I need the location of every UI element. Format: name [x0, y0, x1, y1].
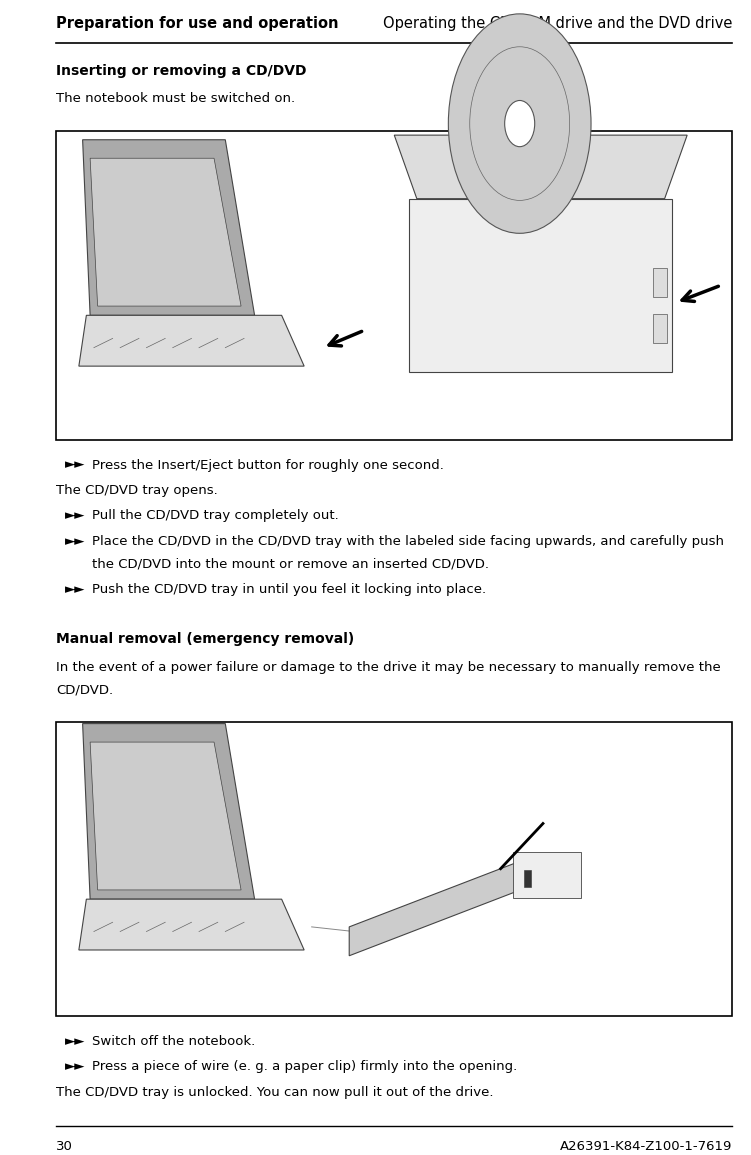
- Text: 30: 30: [56, 1140, 73, 1153]
- Polygon shape: [79, 315, 304, 366]
- Text: Manual removal (emergency removal): Manual removal (emergency removal): [56, 632, 354, 646]
- Text: Pull the CD/DVD tray completely out.: Pull the CD/DVD tray completely out.: [92, 509, 339, 522]
- Text: Press a piece of wire (e. g. a paper clip) firmly into the opening.: Press a piece of wire (e. g. a paper cli…: [92, 1060, 517, 1073]
- Text: The CD/DVD tray is unlocked. You can now pull it out of the drive.: The CD/DVD tray is unlocked. You can now…: [56, 1086, 494, 1098]
- Bar: [653, 268, 667, 297]
- Text: ►►: ►►: [65, 459, 86, 471]
- Text: ►►: ►►: [65, 509, 86, 522]
- Text: Operating the CD-ROM drive and the DVD drive: Operating the CD-ROM drive and the DVD d…: [383, 16, 732, 31]
- Text: A26391-K84-Z100-1-7619: A26391-K84-Z100-1-7619: [559, 1140, 732, 1153]
- Bar: [524, 870, 530, 887]
- Text: The CD/DVD tray opens.: The CD/DVD tray opens.: [56, 484, 218, 497]
- Text: ►►: ►►: [65, 583, 86, 596]
- Polygon shape: [79, 900, 304, 951]
- Polygon shape: [90, 158, 241, 306]
- Polygon shape: [83, 140, 255, 315]
- Text: ►►: ►►: [65, 1060, 86, 1073]
- Text: Place the CD/DVD in the CD/DVD tray with the labeled side facing upwards, and ca: Place the CD/DVD in the CD/DVD tray with…: [92, 535, 725, 547]
- Text: In the event of a power failure or damage to the drive it may be necessary to ma: In the event of a power failure or damag…: [56, 661, 721, 673]
- Polygon shape: [394, 135, 687, 199]
- Text: The notebook must be switched on.: The notebook must be switched on.: [56, 92, 295, 105]
- Text: ►►: ►►: [65, 535, 86, 547]
- Bar: [513, 852, 581, 899]
- Text: Push the CD/DVD tray in until you feel it locking into place.: Push the CD/DVD tray in until you feel i…: [92, 583, 487, 596]
- Text: Inserting or removing a CD/DVD: Inserting or removing a CD/DVD: [56, 64, 307, 77]
- Text: ►►: ►►: [65, 1035, 86, 1048]
- Bar: [56, 722, 732, 1016]
- Bar: [409, 199, 672, 372]
- Bar: [56, 131, 732, 440]
- Circle shape: [505, 100, 535, 147]
- Polygon shape: [90, 743, 241, 891]
- Circle shape: [448, 14, 591, 233]
- Text: Switch off the notebook.: Switch off the notebook.: [92, 1035, 255, 1048]
- Polygon shape: [349, 858, 528, 956]
- Bar: [653, 314, 667, 343]
- Text: Preparation for use and operation: Preparation for use and operation: [56, 16, 339, 31]
- Text: CD/DVD.: CD/DVD.: [56, 684, 113, 696]
- Text: Press the Insert/Eject button for roughly one second.: Press the Insert/Eject button for roughl…: [92, 459, 445, 471]
- Text: the CD/DVD into the mount or remove an inserted CD/DVD.: the CD/DVD into the mount or remove an i…: [92, 558, 490, 571]
- Polygon shape: [83, 724, 255, 900]
